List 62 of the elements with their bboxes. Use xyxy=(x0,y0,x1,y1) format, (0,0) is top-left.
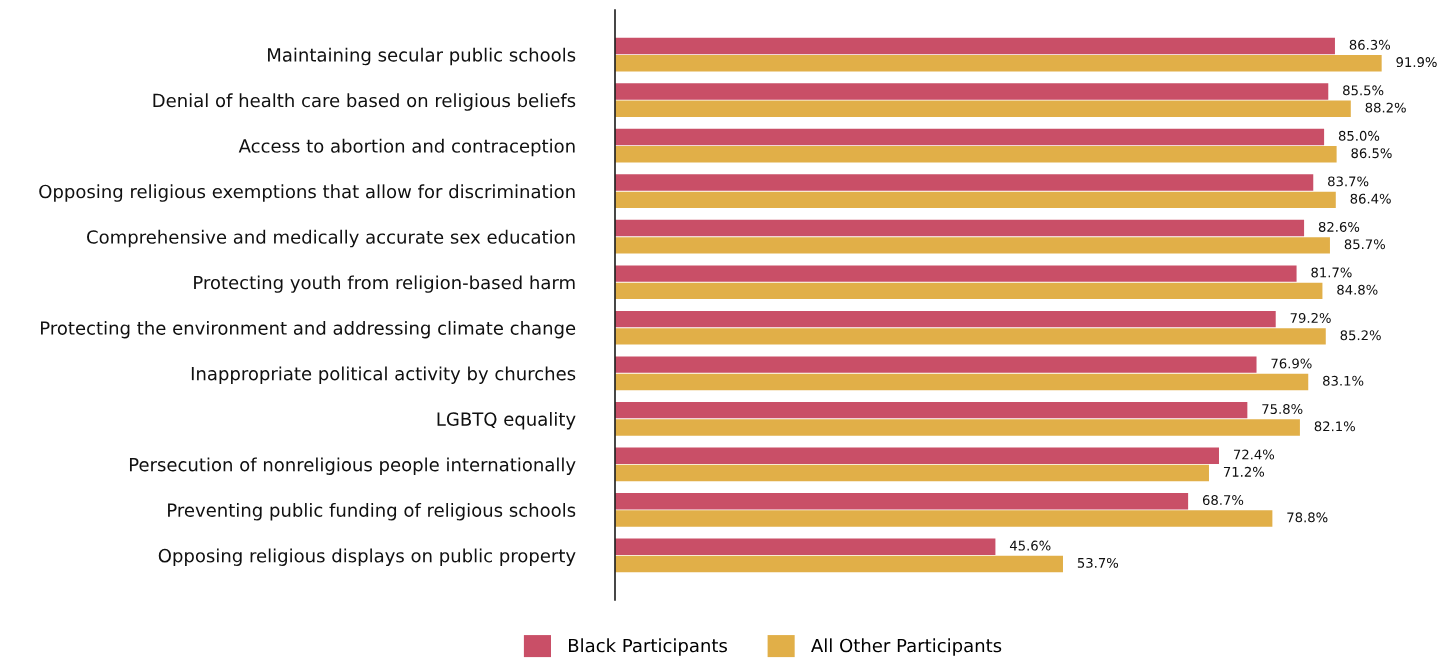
data-label: 75.8% xyxy=(1262,404,1303,414)
bar xyxy=(615,328,1326,345)
bar xyxy=(615,538,996,555)
bar xyxy=(615,128,1325,146)
data-label: 88.2% xyxy=(1365,102,1406,113)
data-label: 72.4% xyxy=(1233,449,1275,460)
data-label: 81.7% xyxy=(1311,267,1352,278)
data-label: 85.5% xyxy=(1343,85,1384,96)
y-tick-label: Maintaining secular public schools xyxy=(268,47,576,66)
data-label: 84.8% xyxy=(1337,284,1378,295)
data-label: 86.4% xyxy=(1350,193,1391,204)
data-label: 85.7% xyxy=(1344,239,1386,250)
data-label: 85.2% xyxy=(1340,330,1381,341)
data-label: 83.1% xyxy=(1323,375,1364,386)
y-tick-label: Protecting youth from religion-based harm xyxy=(194,275,575,293)
bar xyxy=(615,356,1257,373)
data-label: 78.8% xyxy=(1287,512,1328,523)
bar xyxy=(615,401,1248,419)
data-label: 45.6% xyxy=(1009,540,1051,551)
data-label: 85.0% xyxy=(1338,130,1380,141)
bar xyxy=(615,100,1351,117)
legend-label: All Other Participants xyxy=(811,638,1002,656)
bar xyxy=(615,83,1329,100)
bar xyxy=(615,282,1323,300)
bar xyxy=(615,146,1337,163)
y-tick-label: Access to abortion and contraception xyxy=(238,138,575,157)
data-label: 86.5% xyxy=(1351,148,1392,159)
bar xyxy=(615,237,1330,254)
bar xyxy=(615,419,1300,436)
data-label: 68.7% xyxy=(1202,495,1244,506)
data-label: 86.3% xyxy=(1349,39,1391,50)
y-tick-label: Protecting the environment and addressing climate change xyxy=(41,320,576,339)
y-tick-label: LGBTQ equality xyxy=(437,411,576,430)
bar xyxy=(615,310,1276,328)
data-label: 76.9% xyxy=(1271,358,1312,369)
bar xyxy=(615,510,1273,527)
data-label: 83.7% xyxy=(1328,176,1369,187)
bar xyxy=(615,555,1063,573)
bar xyxy=(615,493,1189,510)
y-tick-label: Inappropriate political activity by churches xyxy=(191,366,576,384)
bar xyxy=(615,37,1335,55)
data-label: 53.7% xyxy=(1077,557,1119,568)
data-label: 82.6% xyxy=(1318,221,1360,232)
bar xyxy=(615,174,1314,191)
y-tick-label: Comprehensive and medically accurate sex education xyxy=(87,229,575,248)
data-label: 82.1% xyxy=(1314,421,1355,432)
y-tick-label: Preventing public funding of religious schools xyxy=(168,503,576,521)
bar xyxy=(615,373,1309,391)
y-tick-label: Opposing religious displays on public property xyxy=(158,548,576,566)
bar xyxy=(615,191,1336,209)
bar xyxy=(615,464,1209,482)
data-label: 91.9% xyxy=(1396,57,1437,68)
bar xyxy=(615,55,1382,72)
y-tick-label: Denial of health care based on religious beliefs xyxy=(153,93,576,111)
data-label: 71.2% xyxy=(1223,466,1265,477)
bar xyxy=(615,447,1219,464)
legend-label: Black Participants xyxy=(569,638,727,656)
y-tick-label: Opposing religious exemptions that allow for discrimination xyxy=(39,184,575,202)
bar xyxy=(615,219,1305,237)
bar xyxy=(615,265,1297,282)
data-label: 79.2% xyxy=(1290,312,1331,323)
y-tick-label: Persecution of nonreligious people internationally xyxy=(129,457,576,475)
